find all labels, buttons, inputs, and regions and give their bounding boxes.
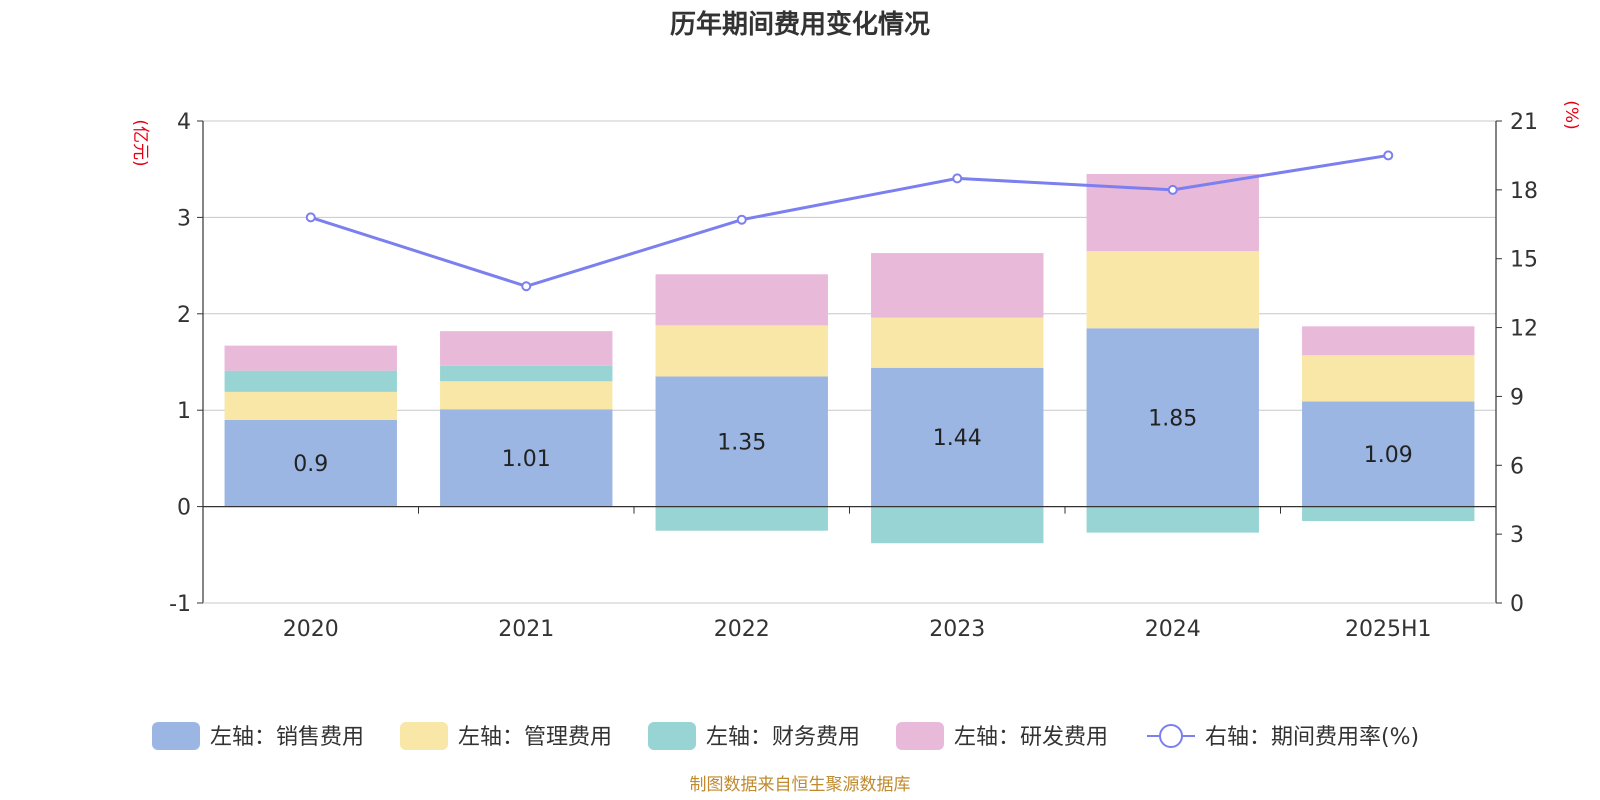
right-tick-label: 6 (1510, 454, 1524, 479)
left-tick-label: -1 (169, 592, 191, 617)
bar-segment (655, 325, 828, 377)
bar-segment (1302, 326, 1475, 356)
legend-label: 左轴：研发费用 (954, 725, 1108, 750)
data-label: 1.09 (1364, 443, 1413, 468)
category-label: 2021 (498, 617, 554, 642)
bar-segment (655, 274, 828, 326)
bar-segment (1086, 506, 1259, 533)
category-label: 2020 (283, 617, 339, 642)
rate-point (521, 281, 532, 292)
right-tick-label: 15 (1510, 248, 1538, 273)
bar-segment (1302, 355, 1475, 402)
data-labels: 0.9 1.01 1.35 1.44 1.85 1.09 (293, 406, 1412, 477)
legend-label: 左轴：管理费用 (458, 725, 612, 750)
right-tick-label: 21 (1510, 110, 1538, 135)
bar-segment (440, 381, 613, 410)
right-tick-label: 12 (1510, 317, 1538, 342)
bar-segment (655, 376, 828, 507)
bar-segment (224, 345, 397, 371)
bar-segment (1086, 251, 1259, 329)
category-label: 2024 (1145, 617, 1201, 642)
data-label: 0.9 (293, 452, 328, 477)
right-tick-label: 9 (1510, 385, 1524, 410)
right-tick-label: 3 (1510, 523, 1524, 548)
rate-point (1383, 150, 1394, 161)
category-label: 2023 (929, 617, 985, 642)
bar-segment (224, 391, 397, 420)
legend-marker (1159, 724, 1183, 748)
legend-label: 左轴：财务费用 (706, 725, 860, 750)
legend-label: 左轴：销售费用 (210, 725, 364, 750)
bar-segment (871, 367, 1044, 507)
legend-swatch (400, 722, 448, 750)
legend-swatch (896, 722, 944, 750)
bar-segment (871, 506, 1044, 544)
bar-segment (871, 317, 1044, 368)
left-tick-label: 4 (177, 110, 191, 135)
bar-segment (224, 370, 397, 392)
chart-title: 历年期间费用变化情况 (670, 9, 930, 40)
bar-segment (655, 506, 828, 531)
bar-segment (1086, 328, 1259, 507)
bar-segment (871, 253, 1044, 318)
data-label: 1.35 (717, 431, 766, 456)
bar-segment (440, 331, 613, 366)
data-label: 1.44 (933, 426, 982, 451)
data-label: 1.85 (1148, 406, 1197, 431)
bar-segment (440, 409, 613, 507)
left-axis-unit: (亿元) (130, 119, 150, 166)
rate-point (952, 173, 963, 184)
rate-point (736, 214, 747, 225)
rate-line (305, 150, 1394, 292)
bar-segment (1302, 401, 1475, 507)
bar-segment (1302, 506, 1475, 522)
category-label: 2022 (714, 617, 770, 642)
source-note: 制图数据来自恒生聚源数据库 (690, 775, 911, 795)
rate-point (305, 212, 316, 223)
data-label: 1.01 (502, 447, 551, 472)
left-tick-label: 1 (177, 399, 191, 424)
category-label: 2025H1 (1345, 617, 1432, 642)
right-tick-label: 18 (1510, 179, 1538, 204)
right-axis-unit: (%) (1561, 100, 1581, 129)
bars (224, 174, 1475, 544)
legend-swatch (648, 722, 696, 750)
legend: 左轴：销售费用 左轴：管理费用 左轴：财务费用 左轴：研发费用 右轴：期间费用率(%) (152, 722, 1419, 750)
left-tick-label: 0 (177, 496, 191, 521)
bar-segment (440, 365, 613, 382)
right-tick-label: 0 (1510, 592, 1524, 617)
rate-line-path (310, 153, 1389, 288)
bar-segment (224, 419, 397, 507)
left-tick-label: 3 (177, 206, 191, 231)
legend-label: 右轴：期间费用率(%) (1205, 725, 1419, 750)
left-tick-label: 2 (177, 303, 191, 328)
rate-point (1167, 184, 1178, 195)
legend-swatch (152, 722, 200, 750)
